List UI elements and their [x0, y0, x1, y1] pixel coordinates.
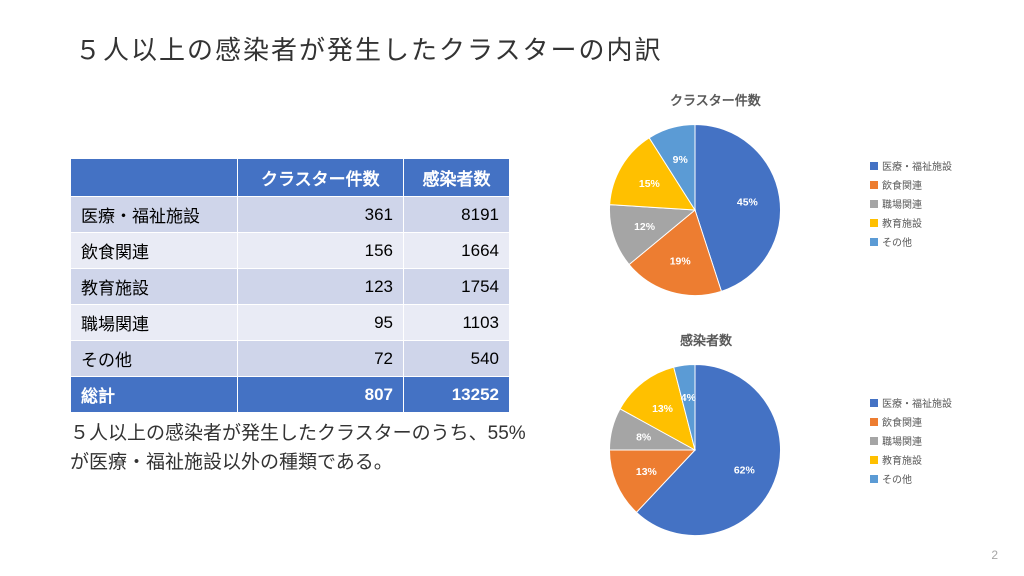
table-total-row: 総計 807 13252 [71, 377, 510, 413]
legend-swatch [870, 437, 878, 445]
row-val: 8191 [404, 197, 510, 233]
header-blank [71, 159, 238, 197]
header-infection-count: 感染者数 [404, 159, 510, 197]
legend-swatch [870, 456, 878, 464]
row-label: 飲食関連 [71, 233, 238, 269]
pie-slice-label: 12% [634, 222, 655, 233]
table-row: 飲食関連 156 1664 [71, 233, 510, 269]
row-label: 教育施設 [71, 269, 238, 305]
legend-swatch [870, 200, 878, 208]
pie-slice-label: 62% [734, 465, 755, 476]
pie-slice-label: 19% [670, 257, 691, 268]
row-val: 540 [404, 341, 510, 377]
row-val: 1103 [404, 305, 510, 341]
row-label: 職場関連 [71, 305, 238, 341]
page-title: ５人以上の感染者が発生したクラスターの内訳 [75, 30, 662, 67]
legend-item: その他 [870, 471, 952, 486]
legend-item: 医療・福祉施設 [870, 395, 952, 410]
legend-swatch [870, 475, 878, 483]
legend-item: 飲食関連 [870, 177, 952, 192]
legend-label: 医療・福祉施設 [882, 158, 952, 173]
legend-item: 飲食関連 [870, 414, 952, 429]
chart1-title: クラスター件数 [670, 90, 761, 109]
legend-label: 飲食関連 [882, 177, 922, 192]
legend-swatch [870, 399, 878, 407]
legend-item: 医療・福祉施設 [870, 158, 952, 173]
row-val: 95 [237, 305, 403, 341]
pie-chart-infections: 62% 13% 8% 13% 4% [600, 355, 790, 545]
total-val: 807 [237, 377, 403, 413]
row-val: 1664 [404, 233, 510, 269]
caption-text: ５人以上の感染者が発生したクラスターのうち、55%が医療・福祉施設以外の種類であ… [70, 420, 530, 477]
chart2-title: 感染者数 [680, 330, 732, 349]
legend-item: 職場関連 [870, 433, 952, 448]
table-row: 職場関連 95 1103 [71, 305, 510, 341]
table-row: 教育施設 123 1754 [71, 269, 510, 305]
row-val: 1754 [404, 269, 510, 305]
legend-item: 教育施設 [870, 452, 952, 467]
legend-item: その他 [870, 234, 952, 249]
row-label: その他 [71, 341, 238, 377]
row-val: 72 [237, 341, 403, 377]
legend-swatch [870, 162, 878, 170]
pie-slice-label: 8% [636, 433, 651, 444]
cluster-table: クラスター件数 感染者数 医療・福祉施設 361 8191 飲食関連 156 1… [70, 158, 510, 413]
legend-label: 職場関連 [882, 433, 922, 448]
row-val: 361 [237, 197, 403, 233]
chart1-legend: 医療・福祉施設飲食関連職場関連教育施設その他 [870, 158, 952, 253]
pie-slice-label: 15% [639, 179, 660, 190]
legend-label: その他 [882, 234, 912, 249]
pie-slice-label: 4% [681, 393, 696, 404]
table-row: 医療・福祉施設 361 8191 [71, 197, 510, 233]
page-number: 2 [991, 548, 998, 562]
legend-swatch [870, 418, 878, 426]
legend-item: 職場関連 [870, 196, 952, 211]
chart2-legend: 医療・福祉施設飲食関連職場関連教育施設その他 [870, 395, 952, 490]
pie-slice-label: 9% [673, 155, 688, 166]
legend-swatch [870, 219, 878, 227]
header-cluster-count: クラスター件数 [237, 159, 403, 197]
row-val: 123 [237, 269, 403, 305]
pie-slice-label: 13% [636, 467, 657, 478]
legend-label: 飲食関連 [882, 414, 922, 429]
table-header-row: クラスター件数 感染者数 [71, 159, 510, 197]
row-label: 医療・福祉施設 [71, 197, 238, 233]
table-row: その他 72 540 [71, 341, 510, 377]
legend-swatch [870, 238, 878, 246]
legend-label: 教育施設 [882, 452, 922, 467]
legend-swatch [870, 181, 878, 189]
pie-slice-label: 13% [652, 404, 673, 415]
legend-label: 医療・福祉施設 [882, 395, 952, 410]
legend-item: 教育施設 [870, 215, 952, 230]
total-val: 13252 [404, 377, 510, 413]
row-val: 156 [237, 233, 403, 269]
total-label: 総計 [71, 377, 238, 413]
legend-label: 教育施設 [882, 215, 922, 230]
legend-label: 職場関連 [882, 196, 922, 211]
pie-chart-clusters: 45% 19% 12% 15% 9% [600, 115, 790, 305]
pie-slice-label: 45% [737, 198, 758, 209]
legend-label: その他 [882, 471, 912, 486]
